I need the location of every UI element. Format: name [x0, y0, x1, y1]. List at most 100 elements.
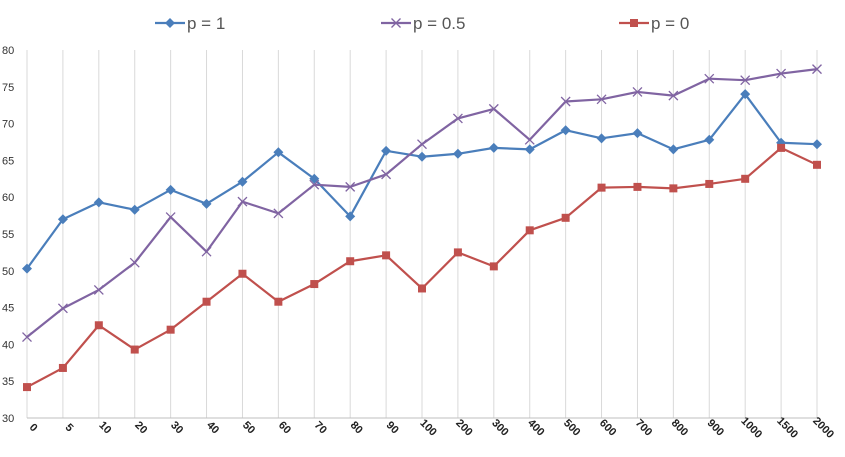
x-tick-label: 300	[489, 417, 510, 438]
data-point	[93, 197, 104, 208]
y-tick-label: 80	[2, 45, 14, 57]
data-point	[345, 181, 356, 192]
data-point	[560, 125, 571, 136]
legend-entry: p = 1	[155, 14, 225, 33]
series-group	[22, 64, 822, 392]
x-tick-label: 90	[384, 419, 401, 436]
data-point	[632, 128, 643, 139]
data-point	[166, 325, 175, 334]
legend-marker	[630, 19, 638, 27]
legend-label: p = 0.5	[413, 14, 465, 33]
x-tick-label: 20	[132, 419, 149, 436]
x-tick-label: 50	[240, 419, 257, 436]
x-tick-label: 900	[705, 417, 726, 438]
data-point	[417, 139, 427, 150]
data-point	[94, 321, 103, 330]
data-point	[381, 145, 392, 156]
data-point	[596, 94, 607, 105]
data-point	[488, 142, 499, 153]
x-tick-label: 10	[96, 419, 113, 436]
data-point	[381, 169, 392, 180]
series-2	[22, 64, 822, 342]
data-point	[668, 144, 679, 155]
data-point	[129, 257, 140, 268]
legend-label: p = 0	[651, 14, 689, 33]
legend-label: p = 1	[187, 14, 225, 33]
x-tick-label: 2000	[810, 415, 836, 441]
data-point	[813, 160, 821, 169]
data-point	[668, 90, 679, 101]
data-point	[273, 208, 284, 219]
data-point	[165, 212, 176, 223]
data-point	[237, 196, 248, 207]
data-point	[452, 113, 463, 124]
data-point	[741, 174, 750, 183]
x-tick-label: 60	[276, 419, 293, 436]
data-point	[310, 280, 319, 289]
x-tick-label: 800	[669, 417, 690, 438]
data-point	[274, 297, 283, 306]
data-point	[382, 251, 391, 260]
series-1	[22, 89, 822, 274]
data-point	[93, 284, 104, 295]
data-point	[418, 284, 426, 293]
data-point	[452, 148, 463, 159]
data-point	[596, 133, 607, 144]
x-tick-label: 70	[312, 419, 329, 436]
data-point	[129, 204, 140, 215]
data-point	[202, 297, 211, 306]
x-tick-label: 1000	[738, 415, 764, 441]
data-point	[524, 144, 535, 155]
y-tick-label: 65	[2, 155, 14, 167]
data-point	[704, 73, 715, 84]
y-tick-label: 35	[2, 376, 14, 388]
y-tick-label: 45	[2, 303, 14, 315]
data-point	[489, 262, 498, 271]
data-point	[417, 151, 427, 162]
data-point	[669, 184, 678, 193]
data-point	[346, 257, 355, 266]
data-point	[453, 248, 462, 257]
data-point	[633, 182, 642, 191]
data-point	[238, 269, 247, 278]
data-point	[22, 332, 32, 342]
x-tick-label: 600	[597, 417, 618, 438]
data-point	[776, 68, 787, 79]
data-point	[273, 147, 284, 158]
legend: p = 1 p = 0.5 p = 0	[155, 14, 689, 33]
legend-entry: p = 0.5	[381, 14, 465, 33]
data-point	[237, 176, 248, 187]
series-3	[23, 143, 821, 392]
data-point	[201, 246, 212, 257]
x-tick-label: 0	[27, 421, 40, 434]
data-point	[740, 89, 751, 100]
x-tick-label: 5	[63, 421, 76, 434]
data-point	[704, 134, 715, 145]
y-tick-label: 75	[2, 82, 14, 94]
x-tick-label: 200	[453, 417, 474, 438]
data-point	[597, 183, 606, 192]
data-point	[812, 64, 822, 75]
x-tick-label: 100	[417, 417, 438, 438]
data-point	[777, 143, 786, 152]
data-point	[524, 134, 535, 145]
y-tick-label: 60	[2, 192, 14, 204]
y-tick-label: 55	[2, 229, 14, 241]
x-axis: 0 5 10 20 30 40 50 60 70 80 90 100 200 300 400 500 600 70…	[27, 415, 836, 441]
data-point	[165, 184, 176, 195]
y-tick-label: 40	[2, 339, 14, 351]
x-tick-label: 700	[633, 417, 654, 438]
data-point	[130, 345, 139, 354]
y-tick-label: 50	[2, 266, 14, 278]
data-point	[58, 363, 67, 372]
data-point	[57, 303, 68, 314]
data-point	[488, 103, 499, 114]
x-tick-label: 1500	[774, 415, 800, 441]
data-point	[560, 96, 571, 107]
data-point	[57, 214, 68, 225]
data-point	[632, 86, 643, 97]
data-point	[309, 179, 320, 190]
data-point	[705, 179, 714, 188]
y-tick-label: 30	[2, 413, 14, 425]
